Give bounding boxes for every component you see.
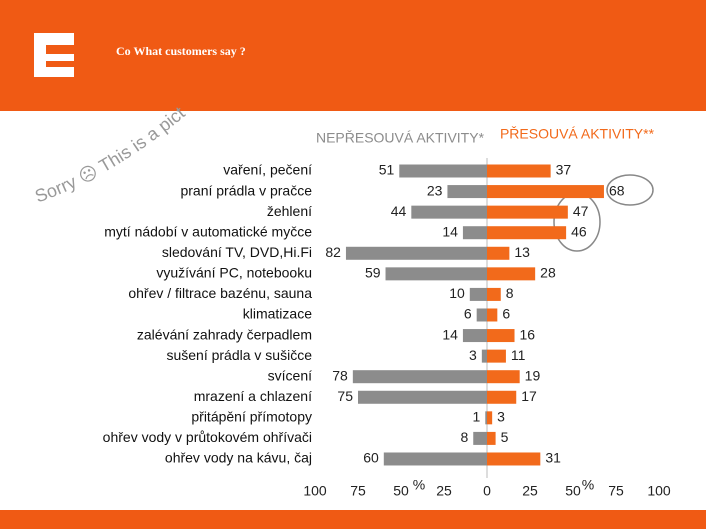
category-label: sledování TV, DVD,Hi.Fi xyxy=(162,244,312,260)
slide-title: Co What customers say ? xyxy=(116,44,246,58)
category-label: přitápění přímotopy xyxy=(191,409,312,425)
bar xyxy=(462,329,487,343)
value-label: 13 xyxy=(514,244,530,260)
value-label: 14 xyxy=(442,223,458,239)
category-label: svícení xyxy=(268,367,312,383)
bar xyxy=(352,370,487,384)
bar xyxy=(481,349,487,363)
bar xyxy=(487,431,496,445)
value-label: 51 xyxy=(379,162,395,178)
bar xyxy=(487,185,604,199)
category-label: vaření, pečení xyxy=(223,162,312,178)
bar xyxy=(487,411,493,425)
value-label: 37 xyxy=(556,162,572,178)
footer-band xyxy=(0,510,706,529)
x-unit-label: % xyxy=(413,477,425,493)
value-label: 82 xyxy=(325,244,341,260)
value-label: 28 xyxy=(540,265,556,281)
bar xyxy=(487,164,551,178)
category-label: mytí nádobí v automatické myčce xyxy=(104,223,312,239)
bar xyxy=(385,267,487,281)
x-tick-label: 100 xyxy=(647,483,671,499)
x-unit-label: % xyxy=(582,477,594,493)
bar xyxy=(469,287,487,301)
logo xyxy=(34,33,74,77)
bar xyxy=(487,452,541,466)
bar xyxy=(473,431,487,445)
value-label: 3 xyxy=(469,347,477,363)
value-label: 8 xyxy=(506,285,514,301)
x-tick-label: 50 xyxy=(565,483,581,499)
bar xyxy=(487,205,568,219)
value-label: 10 xyxy=(449,285,465,301)
category-label: ohřev vody na kávu, čaj xyxy=(165,450,312,466)
bar xyxy=(462,226,487,240)
category-label: ohřev / filtrace bazénu, sauna xyxy=(128,285,312,301)
header-band xyxy=(0,0,706,111)
bar xyxy=(345,246,487,260)
value-label: 5 xyxy=(501,429,509,445)
value-label: 11 xyxy=(511,347,526,363)
bar xyxy=(411,205,487,219)
value-label: 1 xyxy=(472,409,480,425)
value-label: 59 xyxy=(365,265,381,281)
legend-label: PŘESOUVÁ AKTIVITY** xyxy=(500,126,655,142)
value-label: 78 xyxy=(332,367,348,383)
value-label: 31 xyxy=(545,450,561,466)
bar xyxy=(358,390,487,404)
x-tick-label: 75 xyxy=(350,483,366,499)
value-label: 19 xyxy=(525,367,541,383)
x-tick-label: 25 xyxy=(436,483,452,499)
value-label: 47 xyxy=(573,203,589,219)
bar xyxy=(487,267,536,281)
bar xyxy=(487,349,506,363)
category-label: praní prádla v pračce xyxy=(180,182,312,198)
value-label: 16 xyxy=(520,326,536,342)
x-tick-label: 0 xyxy=(483,483,491,499)
value-label: 3 xyxy=(497,409,505,425)
value-label: 23 xyxy=(427,182,443,198)
category-label: využívání PC, notebooku xyxy=(156,265,312,281)
value-label: 17 xyxy=(521,388,537,404)
bar xyxy=(487,287,501,301)
category-label: klimatizace xyxy=(243,306,312,322)
bar xyxy=(487,390,517,404)
bar xyxy=(487,308,498,322)
bar xyxy=(476,308,487,322)
bar xyxy=(487,246,510,260)
category-label: ohřev vody v průtokovém ohřívači xyxy=(103,429,312,445)
value-label: 68 xyxy=(609,182,625,198)
value-label: 8 xyxy=(460,429,468,445)
bar xyxy=(447,185,487,199)
highlight-circle xyxy=(606,174,654,206)
value-label: 6 xyxy=(502,306,510,322)
bar xyxy=(399,164,487,178)
bar xyxy=(487,226,567,240)
bar xyxy=(487,370,520,384)
value-label: 6 xyxy=(464,306,472,322)
value-label: 14 xyxy=(442,326,458,342)
category-label: mrazení a chlazení xyxy=(194,388,312,404)
bar xyxy=(485,411,487,425)
value-label: 60 xyxy=(363,450,379,466)
x-tick-label: 25 xyxy=(522,483,538,499)
value-label: 44 xyxy=(391,203,407,219)
category-label: žehlení xyxy=(267,203,312,219)
category-label: sušení prádla v sušičce xyxy=(166,347,312,363)
bar xyxy=(487,329,515,343)
value-label: 75 xyxy=(337,388,353,404)
x-tick-label: 100 xyxy=(303,483,327,499)
category-label: zalévání zahrady čerpadlem xyxy=(137,326,312,342)
legend-label: NEPŘESOUVÁ AKTIVITY* xyxy=(316,130,485,146)
bar xyxy=(383,452,487,466)
value-label: 46 xyxy=(571,223,587,239)
x-tick-label: 50 xyxy=(393,483,409,499)
x-tick-label: 75 xyxy=(608,483,624,499)
